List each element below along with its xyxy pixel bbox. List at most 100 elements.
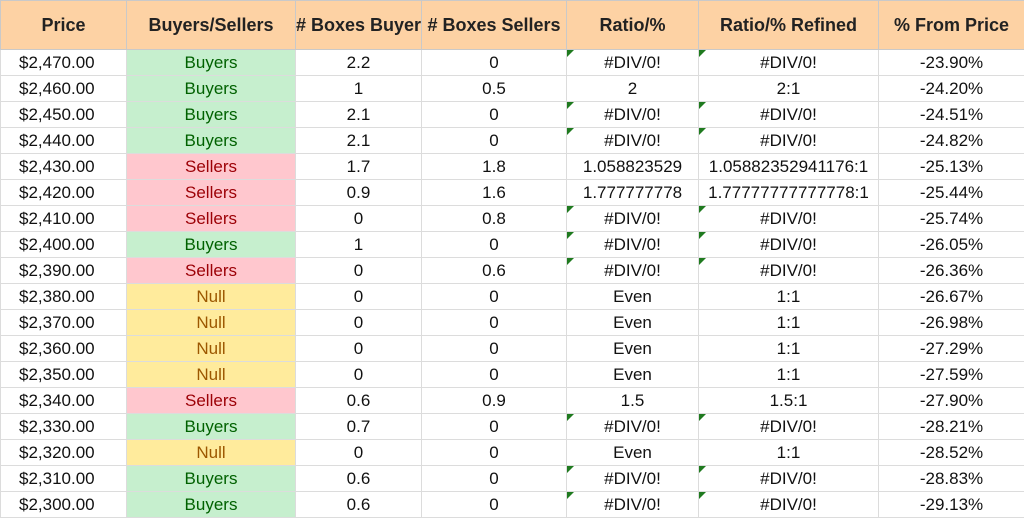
ratio-cell[interactable]: #DIV/0! [566,231,699,258]
boxes-buyers-cell[interactable]: 1 [295,75,422,102]
boxes-buyers-cell[interactable]: 0 [295,439,422,466]
from-price-cell[interactable]: -26.98% [878,309,1024,336]
from-price-cell[interactable]: -24.82% [878,127,1024,154]
boxes-sellers-cell[interactable]: 1.6 [421,179,567,206]
ratio-cell[interactable]: Even [566,361,699,388]
boxes-buyers-cell[interactable]: 1.7 [295,153,422,180]
side-cell[interactable]: Buyers [126,101,296,128]
boxes-buyers-cell[interactable]: 0.6 [295,387,422,414]
boxes-sellers-cell[interactable]: 0.9 [421,387,567,414]
price-cell[interactable]: $2,310.00 [0,465,127,492]
from-price-cell[interactable]: -25.74% [878,205,1024,232]
ratio-refined-cell[interactable]: 1.05882352941176:1 [698,153,879,180]
from-price-cell[interactable]: -28.52% [878,439,1024,466]
boxes-buyers-cell[interactable]: 2.1 [295,101,422,128]
ratio-cell[interactable]: Even [566,283,699,310]
ratio-cell[interactable]: #DIV/0! [566,257,699,284]
ratio-refined-cell[interactable]: 1:1 [698,283,879,310]
ratio-cell[interactable]: 1.5 [566,387,699,414]
from-price-cell[interactable]: -27.59% [878,361,1024,388]
side-cell[interactable]: Sellers [126,205,296,232]
price-cell[interactable]: $2,450.00 [0,101,127,128]
ratio-refined-cell[interactable]: #DIV/0! [698,257,879,284]
from-price-cell[interactable]: -27.90% [878,387,1024,414]
boxes-buyers-cell[interactable]: 1 [295,231,422,258]
ratio-refined-cell[interactable]: #DIV/0! [698,101,879,128]
side-cell[interactable]: Buyers [126,465,296,492]
boxes-buyers-cell[interactable]: 2.1 [295,127,422,154]
price-cell[interactable]: $2,410.00 [0,205,127,232]
boxes-sellers-cell[interactable]: 0 [421,127,567,154]
boxes-buyers-cell[interactable]: 0 [295,257,422,284]
boxes-sellers-cell[interactable]: 0.8 [421,205,567,232]
ratio-cell[interactable]: Even [566,439,699,466]
header-boxes-sellers[interactable]: # Boxes Sellers [421,0,567,50]
boxes-sellers-cell[interactable]: 0 [421,465,567,492]
boxes-buyers-cell[interactable]: 0.9 [295,179,422,206]
boxes-buyers-cell[interactable]: 0 [295,205,422,232]
side-cell[interactable]: Null [126,309,296,336]
side-cell[interactable]: Buyers [126,49,296,76]
side-cell[interactable]: Buyers [126,127,296,154]
price-cell[interactable]: $2,370.00 [0,309,127,336]
ratio-cell[interactable]: 2 [566,75,699,102]
price-cell[interactable]: $2,420.00 [0,179,127,206]
ratio-refined-cell[interactable]: 1:1 [698,309,879,336]
ratio-cell[interactable]: #DIV/0! [566,205,699,232]
ratio-cell[interactable]: Even [566,335,699,362]
from-price-cell[interactable]: -26.67% [878,283,1024,310]
ratio-cell[interactable]: 1.058823529 [566,153,699,180]
boxes-sellers-cell[interactable]: 0 [421,283,567,310]
ratio-cell[interactable]: 1.777777778 [566,179,699,206]
from-price-cell[interactable]: -28.83% [878,465,1024,492]
price-cell[interactable]: $2,380.00 [0,283,127,310]
header-ratio-refined[interactable]: Ratio/% Refined [698,0,879,50]
boxes-sellers-cell[interactable]: 0 [421,439,567,466]
boxes-sellers-cell[interactable]: 1.8 [421,153,567,180]
ratio-cell[interactable]: #DIV/0! [566,127,699,154]
from-price-cell[interactable]: -24.20% [878,75,1024,102]
ratio-refined-cell[interactable]: #DIV/0! [698,413,879,440]
ratio-refined-cell[interactable]: #DIV/0! [698,49,879,76]
ratio-refined-cell[interactable]: 1.5:1 [698,387,879,414]
price-cell[interactable]: $2,430.00 [0,153,127,180]
side-cell[interactable]: Buyers [126,231,296,258]
ratio-refined-cell[interactable]: 1:1 [698,439,879,466]
price-cell[interactable]: $2,470.00 [0,49,127,76]
side-cell[interactable]: Buyers [126,75,296,102]
ratio-refined-cell[interactable]: 2:1 [698,75,879,102]
header-boxes-buyers[interactable]: # Boxes Buyers [295,0,422,50]
ratio-refined-cell[interactable]: 1:1 [698,361,879,388]
side-cell[interactable]: Sellers [126,387,296,414]
header-ratio[interactable]: Ratio/% [566,0,699,50]
header-buyers-sellers[interactable]: Buyers/Sellers [126,0,296,50]
side-cell[interactable]: Null [126,335,296,362]
price-cell[interactable]: $2,440.00 [0,127,127,154]
boxes-buyers-cell[interactable]: 0 [295,335,422,362]
boxes-buyers-cell[interactable]: 0 [295,361,422,388]
ratio-refined-cell[interactable]: #DIV/0! [698,205,879,232]
ratio-refined-cell[interactable]: 1.77777777777778:1 [698,179,879,206]
boxes-sellers-cell[interactable]: 0 [421,101,567,128]
side-cell[interactable]: Buyers [126,491,296,518]
ratio-refined-cell[interactable]: #DIV/0! [698,465,879,492]
ratio-cell[interactable]: #DIV/0! [566,49,699,76]
header-from-price[interactable]: % From Price [878,0,1024,50]
boxes-buyers-cell[interactable]: 0 [295,309,422,336]
ratio-cell[interactable]: Even [566,309,699,336]
price-cell[interactable]: $2,340.00 [0,387,127,414]
from-price-cell[interactable]: -27.29% [878,335,1024,362]
ratio-cell[interactable]: #DIV/0! [566,413,699,440]
ratio-refined-cell[interactable]: 1:1 [698,335,879,362]
price-cell[interactable]: $2,330.00 [0,413,127,440]
side-cell[interactable]: Buyers [126,413,296,440]
boxes-buyers-cell[interactable]: 0.6 [295,491,422,518]
side-cell[interactable]: Null [126,439,296,466]
boxes-sellers-cell[interactable]: 0 [421,491,567,518]
boxes-sellers-cell[interactable]: 0 [421,413,567,440]
side-cell[interactable]: Null [126,283,296,310]
side-cell[interactable]: Sellers [126,153,296,180]
boxes-sellers-cell[interactable]: 0.6 [421,257,567,284]
price-cell[interactable]: $2,390.00 [0,257,127,284]
side-cell[interactable]: Sellers [126,257,296,284]
